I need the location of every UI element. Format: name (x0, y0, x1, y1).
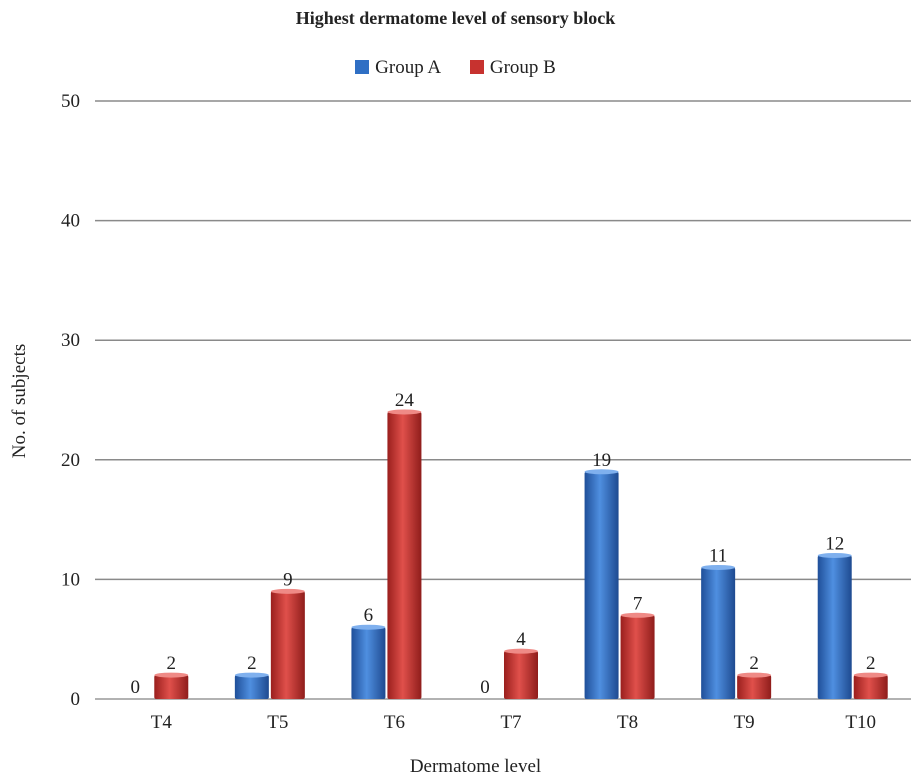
bar (154, 675, 189, 699)
bar-cap (737, 672, 772, 678)
bar (387, 411, 422, 699)
bar-cap (853, 672, 888, 678)
x-tick-label: T5 (267, 712, 288, 733)
data-label: 4 (516, 629, 526, 650)
data-label: 2 (167, 653, 177, 674)
bar-cap (584, 469, 619, 475)
bar (234, 675, 269, 699)
y-tick-label: 20 (61, 450, 80, 471)
bar-cap (504, 648, 538, 654)
y-tick-label: 30 (61, 330, 80, 351)
x-tick-label: T9 (734, 712, 755, 733)
data-label: 24 (395, 390, 415, 411)
data-label: 0 (131, 677, 141, 698)
x-axis-label: Dermatome level (409, 756, 542, 777)
data-label: 2 (866, 653, 876, 674)
data-label: 2 (247, 653, 257, 674)
x-tick-label: T8 (617, 712, 638, 733)
bar (701, 567, 736, 699)
chart-title: Highest dermatome level of sensory block (295, 8, 616, 28)
x-tick-label: T4 (151, 712, 173, 733)
y-tick-label: 10 (61, 569, 80, 590)
bar (351, 627, 386, 699)
data-label: 12 (825, 533, 844, 554)
bar-cap (701, 564, 736, 570)
data-label: 11 (709, 545, 727, 566)
bar (584, 471, 619, 699)
legend-item-group-a: Group A (355, 57, 441, 79)
data-label: 6 (364, 605, 374, 626)
bar-cap (351, 624, 386, 630)
bar-cap (620, 612, 655, 618)
bar (853, 675, 888, 699)
bar-cap (154, 672, 189, 678)
data-label: 7 (633, 593, 643, 614)
y-tick-label: 40 (61, 211, 80, 232)
data-label: 19 (592, 450, 611, 471)
bar-cap (234, 672, 269, 678)
data-label: 9 (283, 569, 293, 590)
bar-cap (387, 409, 422, 415)
bar (270, 591, 305, 699)
y-tick-label: 50 (61, 91, 80, 112)
bar (737, 675, 772, 699)
bar-cap (817, 552, 852, 558)
bar-cap (270, 588, 305, 594)
x-tick-label: T6 (384, 712, 405, 733)
bar (817, 555, 852, 699)
legend: Group A Group B (0, 56, 911, 79)
bar (620, 615, 655, 699)
legend-swatch-group-a (355, 59, 370, 74)
legend-swatch-group-b (469, 59, 484, 74)
legend-label-group-a: Group A (375, 56, 442, 78)
x-tick-label: T7 (500, 712, 521, 733)
y-tick-label: 0 (71, 689, 81, 710)
x-tick-label: T10 (845, 712, 876, 733)
bar (504, 651, 538, 699)
legend-label-group-b: Group B (489, 56, 556, 78)
data-label: 2 (749, 653, 759, 674)
legend-item-group-b: Group B (469, 56, 556, 79)
data-label: 0 (480, 677, 490, 698)
